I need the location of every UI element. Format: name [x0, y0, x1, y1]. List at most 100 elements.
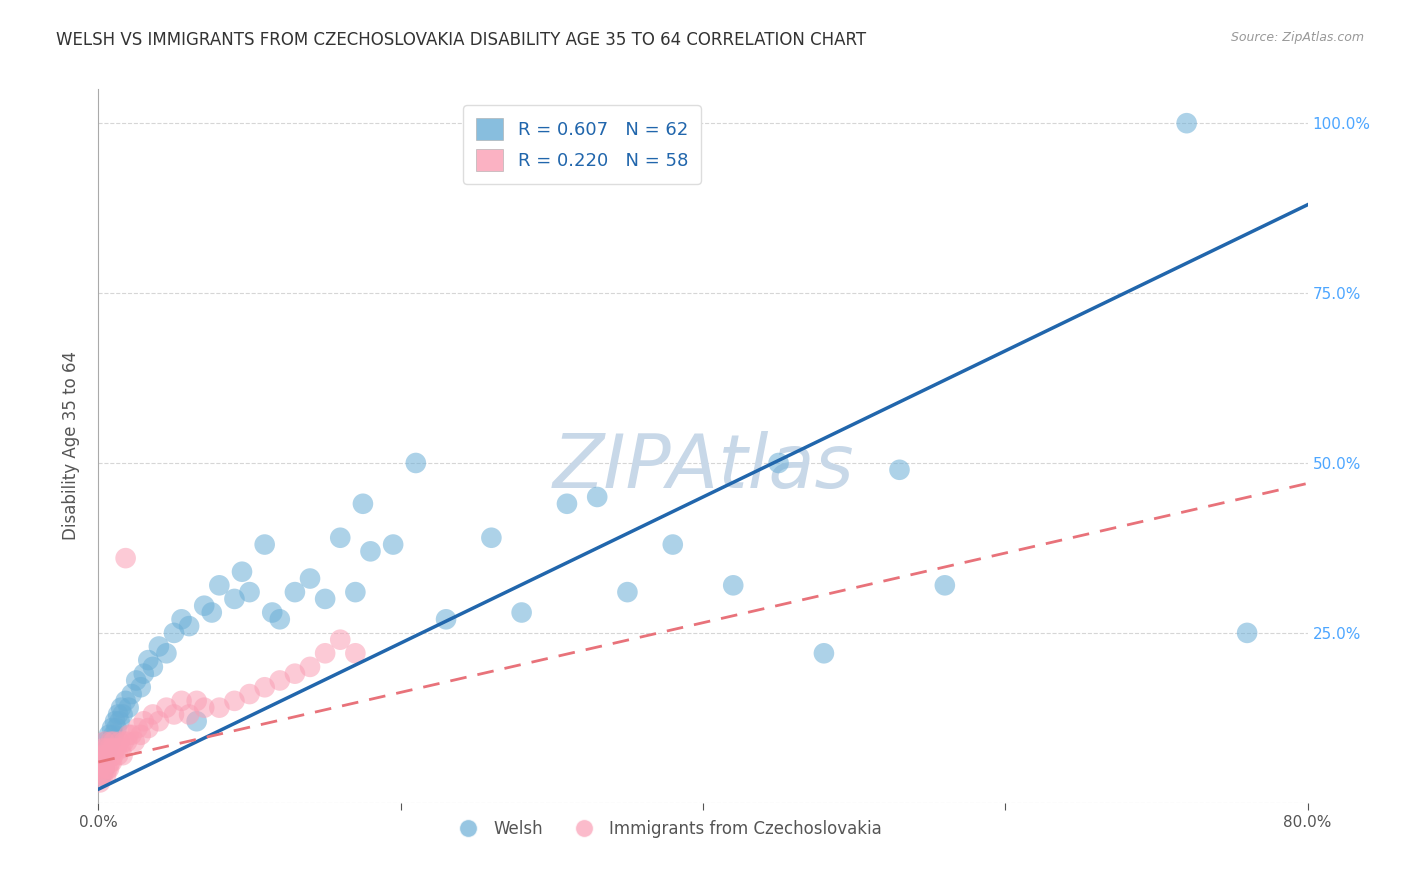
Point	[94, 769, 117, 783]
Point	[142, 707, 165, 722]
Point	[253, 537, 276, 551]
Point	[132, 666, 155, 681]
Point	[352, 497, 374, 511]
Point	[155, 700, 177, 714]
Point	[101, 721, 124, 735]
Point	[94, 734, 117, 748]
Point	[723, 578, 745, 592]
Y-axis label: Disability Age 35 to 64: Disability Age 35 to 64	[62, 351, 80, 541]
Point	[96, 762, 118, 776]
Point	[111, 707, 134, 722]
Point	[136, 653, 159, 667]
Point	[186, 714, 208, 729]
Point	[104, 714, 127, 729]
Point	[114, 551, 136, 566]
Point	[91, 755, 114, 769]
Point	[253, 680, 276, 694]
Point	[124, 734, 146, 748]
Point	[299, 660, 322, 674]
Point	[344, 585, 367, 599]
Point	[91, 741, 114, 756]
Point	[100, 734, 122, 748]
Point	[329, 531, 352, 545]
Text: WELSH VS IMMIGRANTS FROM CZECHOSLOVAKIA DISABILITY AGE 35 TO 64 CORRELATION CHAR: WELSH VS IMMIGRANTS FROM CZECHOSLOVAKIA …	[56, 31, 866, 49]
Point	[148, 640, 170, 654]
Legend: Welsh, Immigrants from Czechoslovakia: Welsh, Immigrants from Czechoslovakia	[444, 814, 889, 845]
Point	[90, 748, 112, 763]
Point	[360, 544, 382, 558]
Point	[768, 456, 790, 470]
Point	[94, 755, 117, 769]
Point	[121, 728, 143, 742]
Point	[586, 490, 609, 504]
Point	[104, 741, 127, 756]
Point	[136, 721, 159, 735]
Point	[90, 769, 112, 783]
Point	[555, 497, 578, 511]
Text: Source: ZipAtlas.com: Source: ZipAtlas.com	[1230, 31, 1364, 45]
Point	[193, 599, 215, 613]
Point	[118, 728, 141, 742]
Point	[96, 741, 118, 756]
Point	[101, 755, 124, 769]
Point	[284, 666, 307, 681]
Point	[224, 694, 246, 708]
Point	[201, 606, 224, 620]
Point	[89, 775, 111, 789]
Point	[129, 680, 152, 694]
Point	[89, 762, 111, 776]
Point	[616, 585, 638, 599]
Point	[100, 755, 122, 769]
Point	[434, 612, 457, 626]
Point	[103, 734, 125, 748]
Point	[108, 714, 131, 729]
Point	[103, 748, 125, 763]
Point	[148, 714, 170, 729]
Point	[231, 565, 253, 579]
Point	[110, 700, 132, 714]
Point	[125, 673, 148, 688]
Point	[224, 591, 246, 606]
Point	[262, 606, 284, 620]
Point	[93, 734, 115, 748]
Point	[155, 646, 177, 660]
Point	[314, 646, 336, 660]
Point	[481, 531, 503, 545]
Point	[90, 769, 112, 783]
Point	[94, 741, 117, 756]
Point	[93, 762, 115, 776]
Point	[93, 762, 115, 776]
Point	[269, 612, 291, 626]
Point	[186, 694, 208, 708]
Point	[179, 707, 201, 722]
Point	[101, 741, 124, 756]
Point	[934, 578, 956, 592]
Point	[107, 748, 129, 763]
Point	[98, 762, 121, 776]
Point	[208, 700, 231, 714]
Point	[100, 734, 122, 748]
Point	[889, 463, 911, 477]
Point	[111, 748, 134, 763]
Point	[329, 632, 352, 647]
Point	[170, 612, 193, 626]
Point	[91, 755, 114, 769]
Point	[284, 585, 307, 599]
Point	[127, 721, 149, 735]
Point	[107, 707, 129, 722]
Point	[90, 755, 112, 769]
Point	[1175, 116, 1198, 130]
Text: ZIPAtlas: ZIPAtlas	[553, 432, 853, 503]
Point	[208, 578, 231, 592]
Point	[98, 728, 121, 742]
Point	[93, 748, 115, 763]
Point	[108, 734, 131, 748]
Point	[382, 537, 405, 551]
Point	[105, 721, 128, 735]
Point	[121, 687, 143, 701]
Point	[91, 769, 114, 783]
Point	[112, 734, 135, 748]
Point	[118, 700, 141, 714]
Point	[405, 456, 427, 470]
Point	[98, 741, 121, 756]
